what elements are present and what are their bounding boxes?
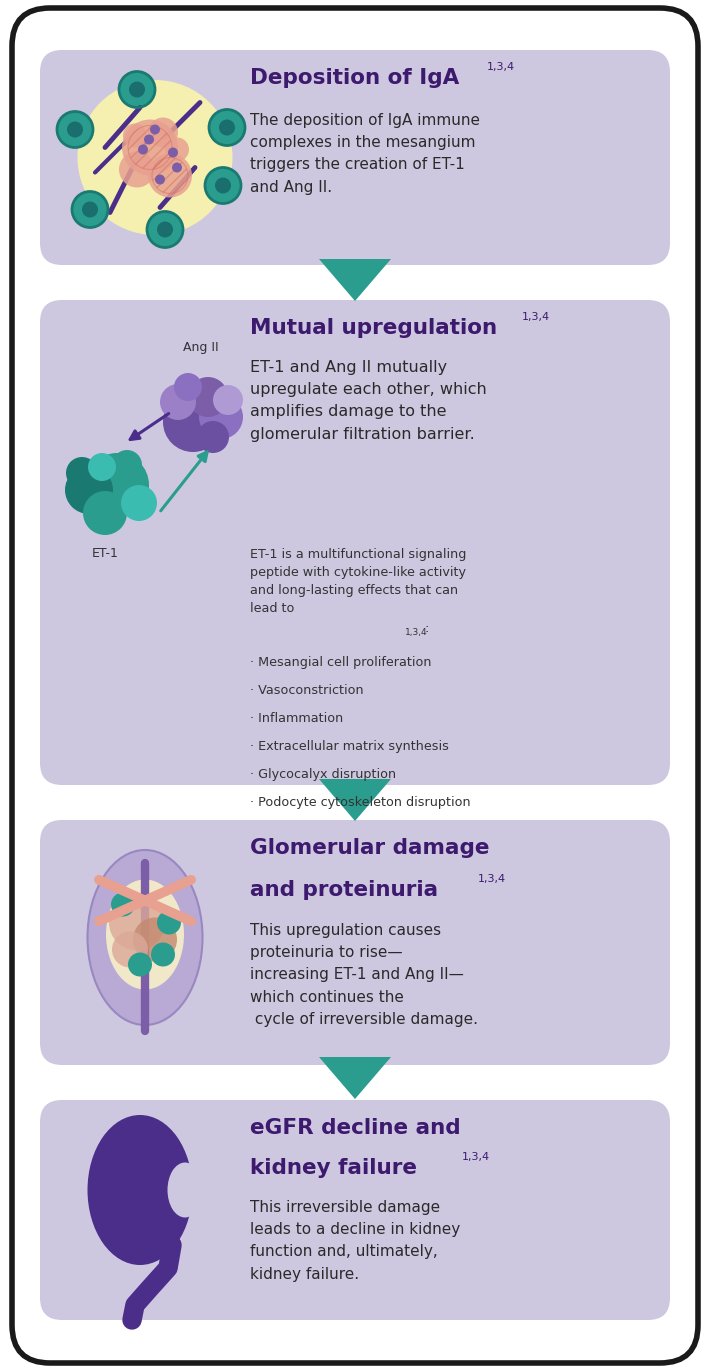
Circle shape bbox=[215, 177, 231, 193]
Circle shape bbox=[147, 211, 183, 248]
Circle shape bbox=[151, 942, 175, 967]
FancyBboxPatch shape bbox=[12, 8, 698, 1363]
Circle shape bbox=[174, 373, 202, 400]
Circle shape bbox=[148, 118, 178, 148]
Circle shape bbox=[119, 152, 155, 188]
Ellipse shape bbox=[87, 850, 202, 1026]
FancyBboxPatch shape bbox=[40, 1100, 670, 1320]
Ellipse shape bbox=[77, 80, 232, 234]
Circle shape bbox=[57, 111, 93, 148]
Text: · Vasoconstriction: · Vasoconstriction bbox=[250, 684, 364, 696]
Circle shape bbox=[82, 202, 98, 218]
Circle shape bbox=[172, 163, 182, 173]
Text: 1,3,4: 1,3,4 bbox=[405, 628, 427, 638]
FancyBboxPatch shape bbox=[40, 300, 670, 786]
Text: kidney failure: kidney failure bbox=[250, 1158, 417, 1178]
Circle shape bbox=[199, 395, 243, 439]
Text: eGFR decline and: eGFR decline and bbox=[250, 1117, 461, 1138]
Circle shape bbox=[160, 384, 196, 420]
Circle shape bbox=[163, 392, 223, 452]
Circle shape bbox=[188, 377, 228, 417]
Text: · Inflammation: · Inflammation bbox=[250, 712, 343, 725]
Text: 1,3,4: 1,3,4 bbox=[462, 1152, 490, 1163]
FancyBboxPatch shape bbox=[40, 49, 670, 265]
Text: ET-1: ET-1 bbox=[92, 547, 119, 559]
Circle shape bbox=[129, 81, 145, 97]
Circle shape bbox=[197, 421, 229, 452]
Text: The deposition of IgA immune
complexes in the mesangium
triggers the creation of: The deposition of IgA immune complexes i… bbox=[250, 112, 480, 195]
Text: · Glycocalyx disruption: · Glycocalyx disruption bbox=[250, 768, 396, 781]
Polygon shape bbox=[319, 779, 391, 821]
Ellipse shape bbox=[169, 1174, 187, 1202]
Circle shape bbox=[157, 222, 173, 237]
Polygon shape bbox=[319, 259, 391, 302]
Text: This upregulation causes
proteinuria to rise—
increasing ET-1 and Ang II—
which : This upregulation causes proteinuria to … bbox=[250, 923, 478, 1027]
Circle shape bbox=[112, 450, 142, 480]
Circle shape bbox=[165, 137, 189, 162]
Circle shape bbox=[72, 192, 108, 228]
Circle shape bbox=[121, 485, 157, 521]
Circle shape bbox=[119, 71, 155, 107]
Circle shape bbox=[150, 125, 160, 134]
Text: Glomerular damage: Glomerular damage bbox=[250, 838, 489, 858]
Circle shape bbox=[144, 134, 154, 144]
Circle shape bbox=[209, 110, 245, 145]
Circle shape bbox=[111, 893, 135, 916]
Circle shape bbox=[85, 452, 149, 517]
Text: Mutual upregulation: Mutual upregulation bbox=[250, 318, 497, 339]
Ellipse shape bbox=[87, 1115, 192, 1265]
Circle shape bbox=[168, 148, 178, 158]
Circle shape bbox=[66, 457, 98, 489]
Circle shape bbox=[213, 385, 243, 415]
Circle shape bbox=[65, 466, 113, 514]
FancyBboxPatch shape bbox=[40, 820, 670, 1065]
Ellipse shape bbox=[168, 1163, 202, 1217]
Text: Ang II: Ang II bbox=[183, 341, 219, 354]
Circle shape bbox=[148, 154, 192, 197]
Text: Deposition of IgA: Deposition of IgA bbox=[250, 69, 459, 88]
Circle shape bbox=[138, 144, 148, 155]
Text: :: : bbox=[425, 622, 430, 635]
Circle shape bbox=[83, 491, 127, 535]
Text: and proteinuria: and proteinuria bbox=[250, 880, 438, 899]
Circle shape bbox=[122, 119, 178, 175]
Circle shape bbox=[155, 174, 165, 185]
Circle shape bbox=[133, 917, 177, 961]
Circle shape bbox=[219, 119, 235, 136]
Text: 1,3,4: 1,3,4 bbox=[522, 313, 550, 322]
Text: This irreversible damage
leads to a decline in kidney
function and, ultimately,
: This irreversible damage leads to a decl… bbox=[250, 1200, 460, 1282]
Circle shape bbox=[109, 894, 165, 950]
Text: 1,3,4: 1,3,4 bbox=[487, 62, 515, 73]
Circle shape bbox=[128, 953, 152, 976]
Circle shape bbox=[205, 167, 241, 203]
Text: · Podocyte cytoskeleton disruption: · Podocyte cytoskeleton disruption bbox=[250, 797, 471, 809]
Text: ET-1 is a multifunctional signaling
peptide with cytokine-like activity
and long: ET-1 is a multifunctional signaling pept… bbox=[250, 548, 466, 616]
Text: · Mesangial cell proliferation: · Mesangial cell proliferation bbox=[250, 655, 432, 669]
Circle shape bbox=[157, 910, 181, 935]
Text: ET-1 and Ang II mutually
upregulate each other, which
amplifies damage to the
gl: ET-1 and Ang II mutually upregulate each… bbox=[250, 361, 487, 441]
Text: · Extracellular matrix synthesis: · Extracellular matrix synthesis bbox=[250, 740, 449, 753]
Text: 1,3,4: 1,3,4 bbox=[478, 873, 506, 884]
Circle shape bbox=[112, 931, 148, 968]
Polygon shape bbox=[319, 1057, 391, 1100]
Circle shape bbox=[67, 122, 83, 137]
Circle shape bbox=[88, 452, 116, 481]
Circle shape bbox=[123, 123, 147, 148]
Ellipse shape bbox=[106, 880, 184, 990]
